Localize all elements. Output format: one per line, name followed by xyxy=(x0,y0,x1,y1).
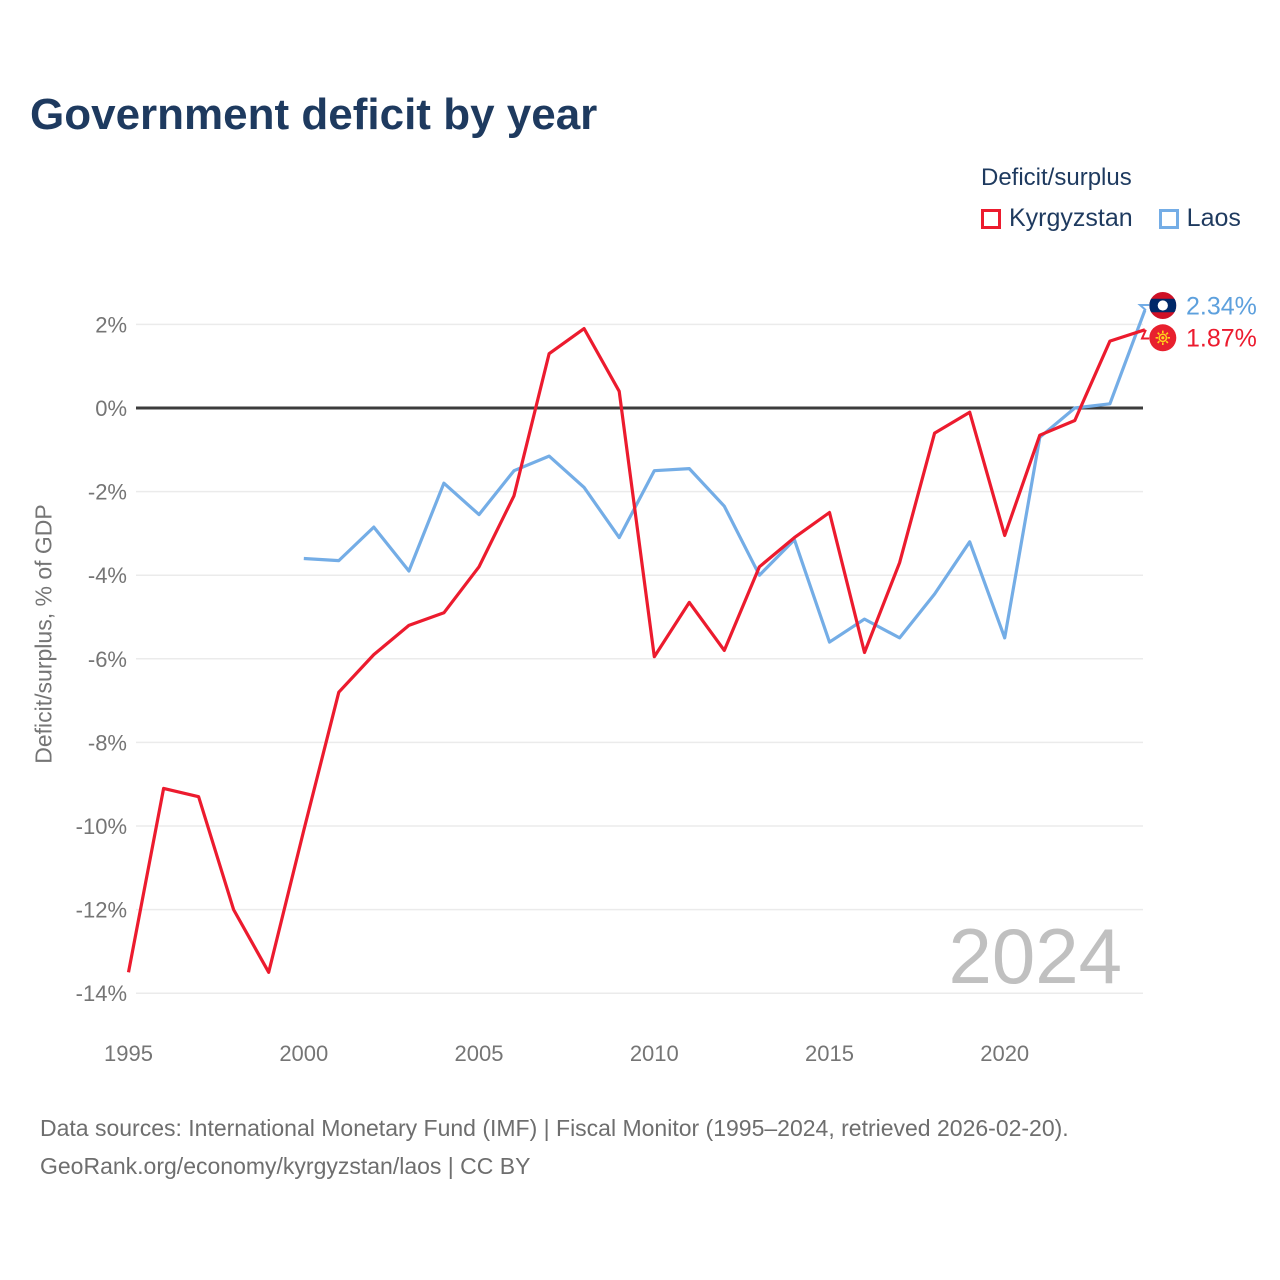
laos-end-value: 2.34% xyxy=(1186,293,1257,321)
y-tick-label: -2% xyxy=(88,480,127,505)
kyrgyzstan-end-value: 1.87% xyxy=(1186,325,1257,353)
x-tick-label: 1995 xyxy=(104,1041,153,1066)
legend-label-laos: Laos xyxy=(1186,204,1241,232)
x-tick-label: 2010 xyxy=(630,1041,679,1066)
legend-title: Deficit/surplus xyxy=(981,164,1132,191)
deficit-chart: 2% 0% -2% -4% -6% -8% -10% -12% -14% 1995 2000 2005… xyxy=(76,292,1257,1066)
kyrgyzstan-end-connector xyxy=(1140,329,1150,340)
laos-flag-icon xyxy=(1149,292,1177,319)
axis-tick-labels: 2% 0% -2% -4% -6% -8% -10% -12% -14% 1995 2000 2005… xyxy=(76,312,1030,1066)
x-tick-label: 2015 xyxy=(805,1041,854,1066)
legend: Deficit/surplus Kyrgyzstan Laos xyxy=(981,164,1241,233)
legend-item-laos[interactable]: Laos xyxy=(1158,204,1241,233)
series-line-kyrgyzstan[interactable] xyxy=(126,327,1146,974)
kyrgyzstan-swatch-icon xyxy=(981,208,1001,229)
y-tick-label: -10% xyxy=(76,814,127,839)
y-tick-label: -8% xyxy=(88,730,127,755)
x-tick-label: 2000 xyxy=(279,1041,328,1066)
series-lines xyxy=(126,309,1147,974)
x-tick-label: 2020 xyxy=(980,1041,1029,1066)
kyrgyzstan-flag-icon xyxy=(1149,324,1177,352)
page-title: Government deficit by year xyxy=(30,90,598,139)
laos-swatch-icon xyxy=(1158,208,1179,229)
legend-items: Kyrgyzstan Laos xyxy=(981,204,1241,233)
y-tick-label: -12% xyxy=(76,898,127,923)
legend-label-kyrgyzstan: Kyrgyzstan xyxy=(1009,204,1133,232)
watermark-year: 2024 xyxy=(948,912,1122,1000)
footer: Data sources: International Monetary Fun… xyxy=(40,1109,1069,1185)
series-line-laos[interactable] xyxy=(303,309,1147,644)
y-tick-label: 0% xyxy=(95,396,127,421)
y-tick-label: -14% xyxy=(76,981,127,1006)
footer-sources: Data sources: International Monetary Fun… xyxy=(40,1115,1069,1141)
y-tick-label: -4% xyxy=(88,563,127,588)
legend-item-kyrgyzstan[interactable]: Kyrgyzstan xyxy=(981,204,1133,233)
y-tick-label: -6% xyxy=(88,647,127,672)
y-tick-label: 2% xyxy=(95,312,127,337)
x-tick-label: 2005 xyxy=(455,1041,504,1066)
laos-end-connector xyxy=(1137,304,1150,311)
footer-attribution: GeoRank.org/economy/kyrgyzstan/laos | CC… xyxy=(40,1153,531,1179)
